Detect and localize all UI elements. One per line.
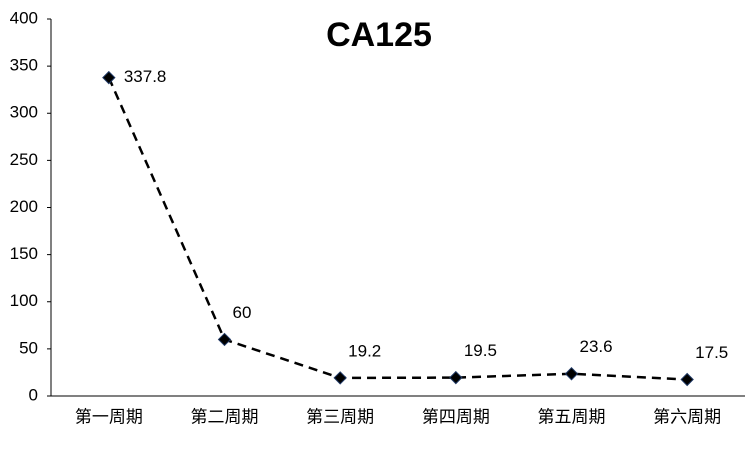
data-point [217,332,232,347]
y-tick-label: 150 [10,244,38,263]
data-label: 17.5 [695,343,728,362]
y-tick-label: 350 [10,56,38,75]
y-tick-label: 200 [10,197,38,216]
data-point [564,367,579,381]
data-point [102,70,116,85]
data-label: 19.5 [464,341,497,360]
x-tick-label: 第一周期 [75,407,143,426]
data-label: 19.2 [348,341,381,360]
x-tick-label: 第四周期 [422,407,490,426]
y-tick-label: 100 [10,291,38,310]
x-tick-label: 第二周期 [191,407,259,426]
x-tick-label: 第五周期 [538,407,606,426]
x-tick-label: 第三周期 [306,407,374,426]
y-tick-label: 400 [10,8,38,27]
y-tick-label: 50 [19,338,38,357]
data-point [680,372,694,387]
data-line [107,77,688,381]
y-tick-label: 300 [10,103,38,122]
chart-title: CA125 [326,16,432,54]
data-label: 337.8 [124,67,167,86]
data-label: 60 [233,303,252,322]
data-label: 23.6 [580,337,613,356]
y-tick-label: 0 [29,385,38,404]
data-point [333,371,347,385]
data-point [449,370,463,385]
y-tick-label: 250 [10,150,38,169]
x-tick-label: 第六周期 [653,407,721,426]
